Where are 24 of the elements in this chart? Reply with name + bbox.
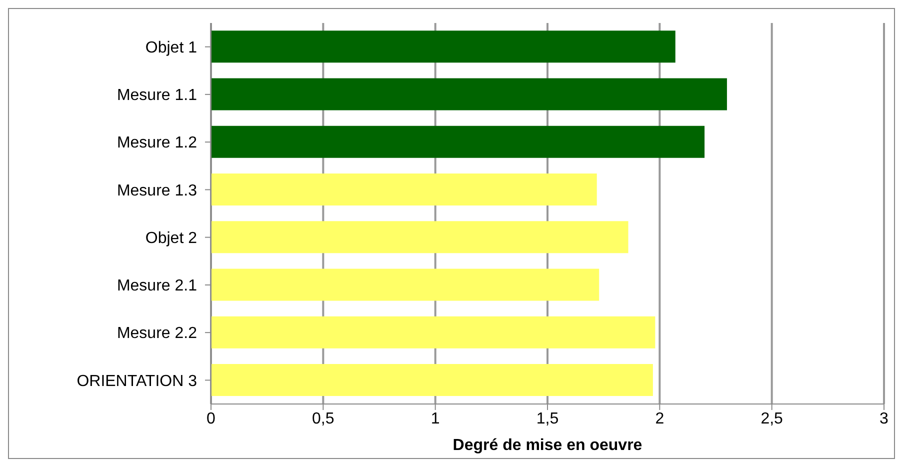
y-tick-label: Objet 1: [145, 39, 198, 56]
y-tick-label: ORIENTATION 3: [76, 372, 198, 390]
bar: [211, 221, 628, 254]
bar: [211, 126, 705, 158]
x-tick-label: 0,5: [312, 410, 334, 428]
y-tick-label: Mesure 2.1: [116, 278, 198, 295]
bar: [211, 78, 727, 110]
y-tick-label: Mesure 1.3: [116, 182, 198, 200]
y-tick-label: Objet 2: [145, 230, 198, 247]
bar: [211, 30, 676, 63]
bar: [211, 316, 656, 348]
bar: [211, 268, 600, 301]
x-axis-title: Degré de mise en oeuvre: [452, 437, 642, 454]
x-tick-label: 1,5: [536, 410, 559, 428]
y-tick-label: Mesure 1.1: [116, 87, 198, 104]
bar: [211, 173, 597, 206]
x-tick-label: 1: [430, 410, 440, 428]
y-tick-label: Mesure 2.2: [116, 325, 198, 342]
x-tick-label: 0: [206, 410, 216, 428]
x-tick-label: 3: [880, 410, 889, 428]
x-tick-label: 2,5: [760, 410, 784, 428]
x-tick-label: 2: [655, 410, 664, 428]
bar: [211, 364, 653, 396]
y-tick-label: Mesure 1.2: [116, 134, 198, 152]
